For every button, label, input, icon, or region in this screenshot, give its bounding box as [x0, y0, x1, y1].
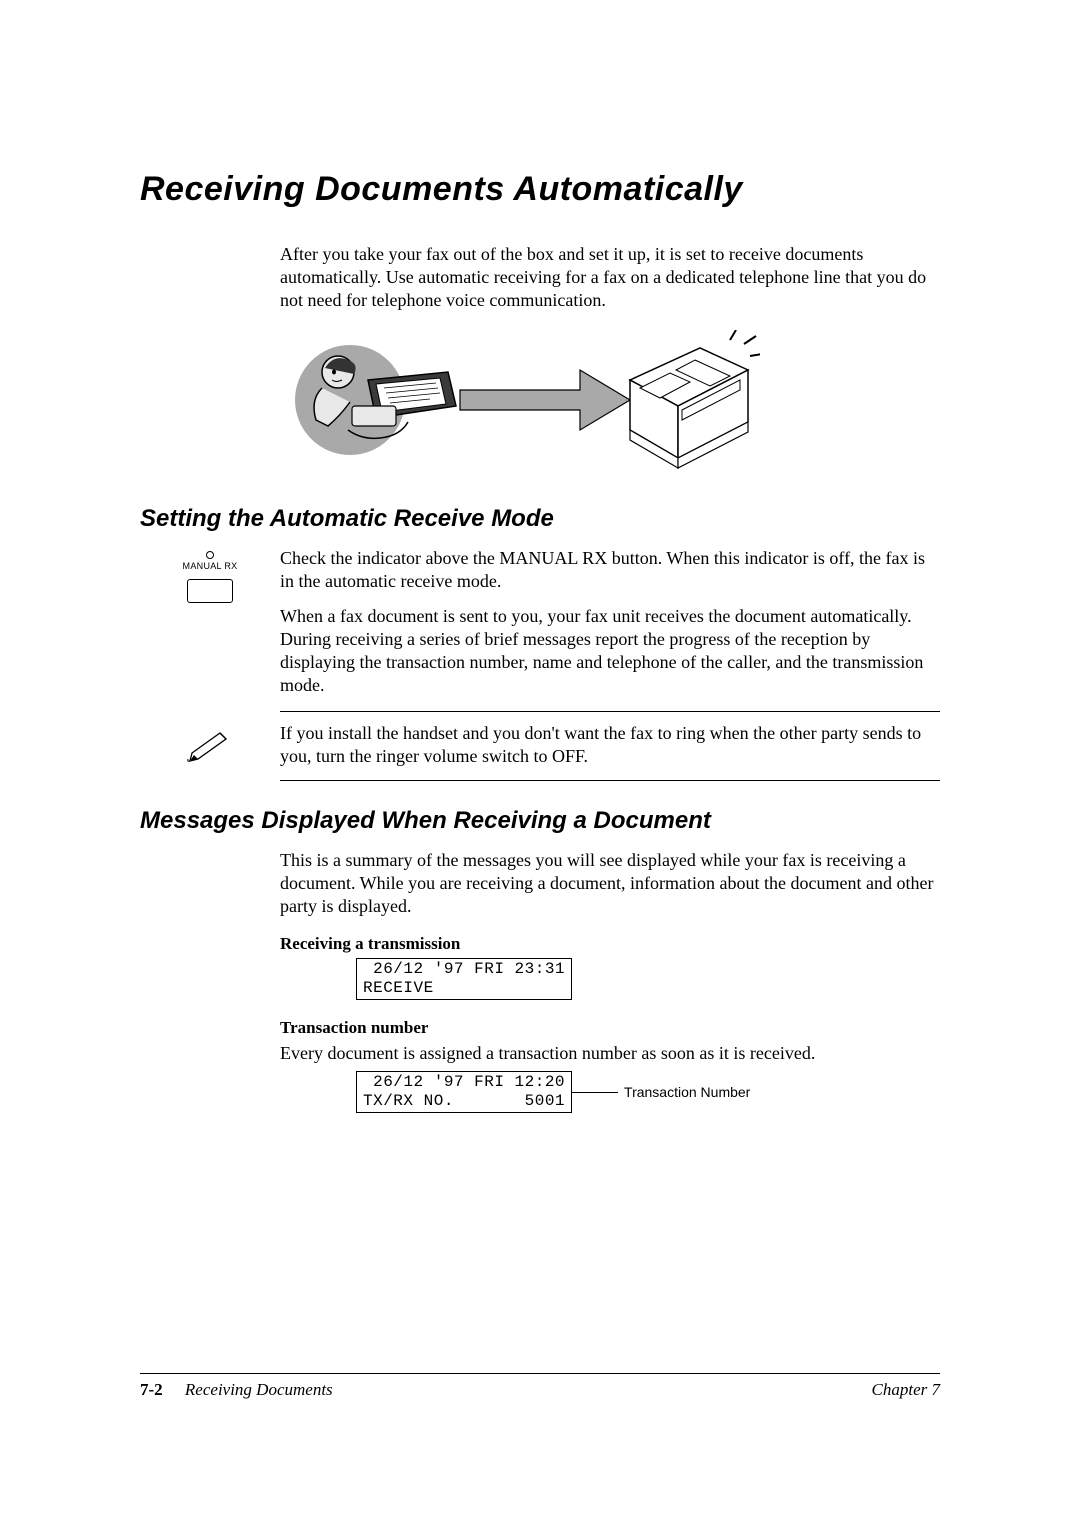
footer-chapter: Chapter 7 — [872, 1380, 940, 1400]
indicator-led-icon — [206, 551, 214, 559]
manual-rx-indicator: MANUAL RX — [140, 547, 280, 603]
section1-body: MANUAL RX Check the indicator above the … — [140, 547, 940, 697]
lcd2-line1: 26/12 '97 FRI 12:20 — [363, 1073, 565, 1091]
lcd2-line2: TX/RX NO. 5001 — [363, 1092, 565, 1110]
lcd1-line1: 26/12 '97 FRI 23:31 — [363, 960, 565, 978]
lcd-display-2: 26/12 '97 FRI 12:20 TX/RX NO. 5001 Trans… — [356, 1071, 940, 1113]
sub2-label: Transaction number — [280, 1018, 940, 1038]
section2-intro: This is a summary of the messages you wi… — [280, 849, 940, 918]
callout-line — [572, 1092, 618, 1093]
page-footer: 7-2 Receiving Documents Chapter 7 — [140, 1373, 940, 1400]
sub1-label: Receiving a transmission — [280, 934, 940, 954]
section1-para1: Check the indicator above the MANUAL RX … — [280, 547, 940, 593]
section1-heading: Setting the Automatic Receive Mode — [140, 505, 940, 533]
lcd1-line2: RECEIVE — [363, 979, 434, 997]
callout-label: Transaction Number — [624, 1084, 750, 1100]
pencil-note-icon — [186, 729, 234, 763]
note-text: If you install the handset and you don't… — [280, 711, 940, 781]
footer-section-name: Receiving Documents — [185, 1380, 333, 1399]
section1-para2: When a fax document is sent to you, your… — [280, 605, 940, 697]
manual-rx-button-icon — [187, 579, 233, 603]
intro-illustration — [280, 330, 940, 475]
section2-heading: Messages Displayed When Receiving a Docu… — [140, 807, 940, 835]
intro-paragraph: After you take your fax out of the box a… — [280, 243, 940, 312]
lcd-display-1: 26/12 '97 FRI 23:31 RECEIVE — [356, 958, 940, 1000]
indicator-label: MANUAL RX — [183, 561, 238, 571]
note-row: If you install the handset and you don't… — [140, 711, 940, 781]
page-title: Receiving Documents Automatically — [140, 170, 940, 209]
footer-page-number: 7-2 — [140, 1380, 163, 1399]
sub2-text: Every document is assigned a transaction… — [280, 1042, 940, 1065]
